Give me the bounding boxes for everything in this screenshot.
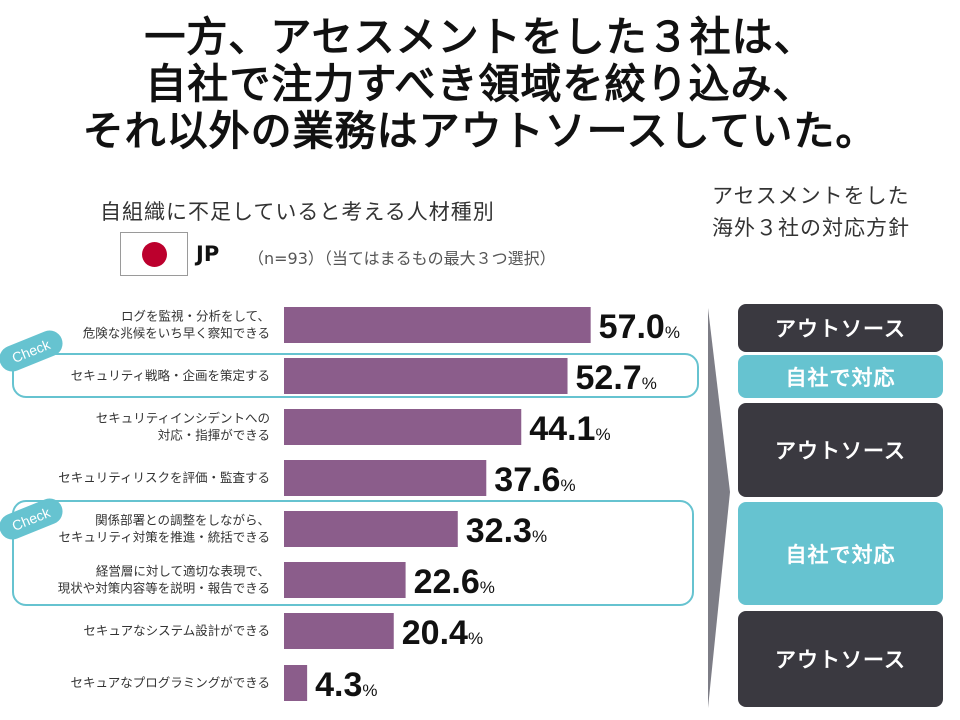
bar-3 (284, 409, 522, 445)
value-label-5: 32.3% (466, 512, 547, 550)
value-label-3: 44.1% (529, 410, 610, 448)
japan-flag-icon (120, 232, 188, 276)
policy-box-outsource-1: アウトソース (738, 304, 943, 352)
category-label-8-line-1: セキュアなプログラミングができる (70, 675, 270, 690)
category-label-6-line-1: 経営層に対して適切な表現で、 (96, 564, 270, 579)
bar-8 (284, 665, 308, 701)
bar-5 (284, 511, 458, 547)
bar-6 (284, 562, 406, 598)
policy-box-outsource-3: アウトソース (738, 611, 943, 707)
chart-subtitle: 自組織に不足していると考える人材種別 (100, 200, 495, 224)
bar-2 (284, 358, 568, 394)
policy-header-line-1: アセスメントをした (712, 184, 910, 208)
bar-4 (284, 460, 487, 496)
value-label-8: 4.3% (315, 666, 377, 704)
value-label-1: 57.0% (599, 308, 680, 346)
policy-box-inhouse-2: 自社で対応 (738, 502, 943, 605)
policy-box-inhouse-1: 自社で対応 (738, 355, 943, 398)
category-label-6-line-2: 現状や対策内容等を説明・報告できる (58, 581, 270, 596)
category-label-5-line-2: セキュリティ対策を推進・統括できる (58, 530, 270, 545)
category-label-3-line-1: セキュリティインシデントへの (96, 411, 270, 426)
category-label-5-line-1: 関係部署との調整をしながら、 (95, 513, 270, 528)
category-label-1-line-1: ログを監視・分析をして、 (121, 309, 270, 324)
value-label-2: 52.7% (576, 359, 657, 397)
policy-header: アセスメントをした 海外３社の対応方針 (712, 180, 910, 244)
value-label-7: 20.4% (402, 614, 483, 652)
category-label-1-line-2: 危険な兆候をいち早く察知できる (83, 326, 270, 341)
bar-7 (284, 613, 394, 649)
title-line-3: それ以外の業務はアウトソースしていた。 (82, 107, 878, 155)
title-line-1: 一方、アセスメントをした３社は、 (144, 13, 816, 61)
category-label-4-line-1: セキュリティリスクを評価・監査する (58, 470, 270, 485)
policy-header-line-2: 海外３社の対応方針 (712, 216, 910, 240)
page-title: 一方、アセスメントをした３社は、 自社で注力すべき領域を絞り込み、 それ以外の業… (0, 14, 960, 155)
value-label-6: 22.6% (414, 563, 495, 601)
bar-1 (284, 307, 591, 343)
category-label-7-line-1: セキュアなシステム設計ができる (83, 623, 270, 638)
arrow-icon (708, 308, 730, 708)
country-label: JP (196, 242, 220, 266)
category-label-3-line-2: 対応・指揮ができる (158, 428, 270, 443)
policy-box-outsource-2: アウトソース (738, 403, 943, 497)
value-label-4: 37.6% (494, 461, 575, 499)
flag-red-circle (142, 242, 167, 267)
check-frame-coordination (12, 500, 694, 606)
sample-note: （n=93）（当てはまるもの最大３つ選択） (248, 249, 556, 268)
check-frame-strategy (12, 353, 699, 398)
title-line-2: 自社で注力すべき領域を絞り込み、 (145, 60, 815, 108)
category-label-2-line-1: セキュリティ戦略・企画を策定する (71, 368, 270, 383)
